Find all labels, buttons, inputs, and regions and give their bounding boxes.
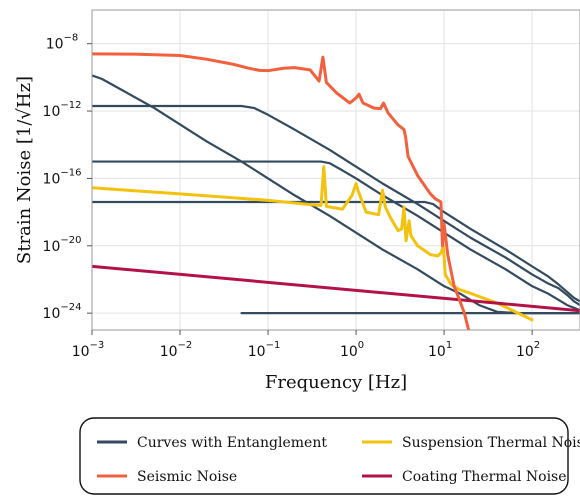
legend-label: Seismic Noise <box>137 469 237 485</box>
x-tick-label: 100 <box>340 340 364 360</box>
series-line-curves-with-entanglement <box>92 200 580 303</box>
y-tick-label: 10−24 <box>43 302 82 322</box>
x-tick-label: 101 <box>428 340 452 360</box>
series-line-suspension-thermal-noise <box>92 165 534 322</box>
legend-label: Suspension Thermal Noise <box>402 435 580 451</box>
legend-label: Curves with Entanglement <box>137 435 327 451</box>
x-tick-label: 10−1 <box>248 340 281 360</box>
grid <box>91 10 580 330</box>
y-tick-label: 10−20 <box>43 235 82 255</box>
plot-frame <box>91 9 580 331</box>
legend-box <box>79 417 569 495</box>
series-line-coating-thermal-noise <box>92 264 580 313</box>
x-tick-label: 102 <box>516 340 540 360</box>
series-line-curves-with-entanglement <box>92 74 580 315</box>
x-tick-label: 10−2 <box>160 340 193 360</box>
series-line-seismic-noise <box>92 52 471 330</box>
legend-label: Coating Thermal Noise <box>402 469 567 485</box>
series-line-curves-with-entanglement <box>92 160 580 312</box>
y-ticks: 10−8 10−12 10−16 10−20 10−24 <box>43 33 92 322</box>
y-tick-label: 10−16 <box>43 167 82 187</box>
y-tick-label: 10−8 <box>46 33 79 53</box>
x-ticks: 10−3 10−2 10−1 100 101 102 <box>72 330 540 360</box>
x-axis-title: Frequency [Hz] <box>265 372 407 393</box>
series-line-curves-with-entanglement <box>92 104 580 307</box>
y-tick-label: 10−12 <box>43 100 82 120</box>
series-layer <box>92 52 580 330</box>
y-axis-title: Strain Noise [1/√Hz] <box>14 76 35 264</box>
x-tick-label: 10−3 <box>72 340 105 360</box>
legend: Curves with Entanglement Seismic Noise Sus… <box>79 417 580 495</box>
